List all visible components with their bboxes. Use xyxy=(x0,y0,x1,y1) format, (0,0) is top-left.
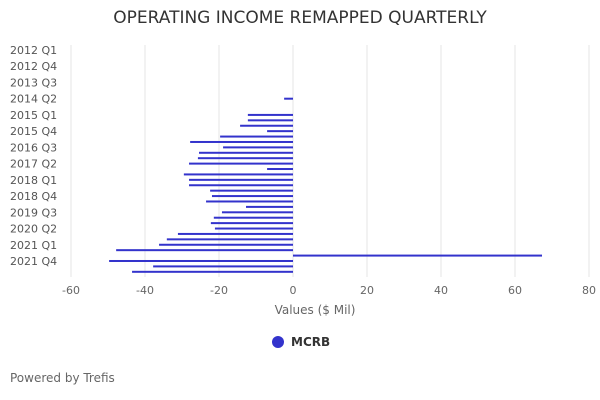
bar xyxy=(132,270,293,273)
x-tick-label: 20 xyxy=(360,284,374,297)
x-tick-label: 60 xyxy=(508,284,522,297)
bar xyxy=(214,227,293,230)
bar xyxy=(197,157,293,160)
y-tick-label: 2015 Q4 xyxy=(10,125,57,138)
bar xyxy=(267,168,293,171)
bar xyxy=(189,162,293,165)
x-tick-label: -60 xyxy=(62,284,80,297)
bar xyxy=(109,259,293,262)
y-tick-label: 2019 Q3 xyxy=(10,206,57,219)
bar xyxy=(221,211,293,214)
powered-by-credit: Powered by Trefis xyxy=(10,371,115,385)
y-tick-label: 2018 Q1 xyxy=(10,174,57,187)
y-tick-label: 2021 Q4 xyxy=(10,255,57,268)
bar xyxy=(166,238,293,241)
bar xyxy=(267,130,293,133)
y-tick-label: 2012 Q4 xyxy=(10,60,57,73)
bar xyxy=(206,200,293,203)
bar xyxy=(293,254,543,257)
x-tick-label: 40 xyxy=(434,284,448,297)
y-tick-label: 2014 Q2 xyxy=(10,93,57,106)
bar xyxy=(153,265,293,268)
bar xyxy=(240,124,293,127)
bar xyxy=(177,232,293,235)
x-tick-label: -20 xyxy=(210,284,228,297)
y-tick-label: 2012 Q1 xyxy=(10,44,57,57)
bar xyxy=(183,173,293,176)
y-tick-label: 2015 Q1 xyxy=(10,109,57,122)
legend-label: MCRB xyxy=(291,335,331,349)
x-tick-label: 80 xyxy=(582,284,596,297)
bar xyxy=(223,146,293,149)
y-tick-label: 2021 Q1 xyxy=(10,239,57,252)
y-tick-label: 2017 Q2 xyxy=(10,158,57,171)
bar xyxy=(190,140,293,143)
bar xyxy=(199,151,293,154)
bar xyxy=(220,135,293,138)
x-axis-title: Values ($ Mil) xyxy=(275,303,356,317)
bar xyxy=(247,119,293,122)
bar xyxy=(159,243,293,246)
bar xyxy=(284,97,293,100)
bar xyxy=(116,249,293,252)
y-tick-label: 2020 Q2 xyxy=(10,223,57,236)
bar xyxy=(211,195,293,198)
bar xyxy=(246,205,293,208)
y-tick-label: 2016 Q3 xyxy=(10,141,57,154)
bar xyxy=(210,189,293,192)
y-tick-label: 2018 Q4 xyxy=(10,190,57,203)
x-tick-label: -40 xyxy=(136,284,154,297)
bar xyxy=(189,178,293,181)
y-tick-label: 2013 Q3 xyxy=(10,76,57,89)
bar xyxy=(247,113,293,116)
bar xyxy=(213,216,293,219)
bar xyxy=(210,222,293,225)
x-tick-label: 0 xyxy=(290,284,297,297)
chart-title: OPERATING INCOME REMAPPED QUARTERLY xyxy=(113,8,487,28)
bar xyxy=(189,184,293,187)
legend[interactable]: MCRB xyxy=(272,335,330,349)
legend-marker-icon xyxy=(272,336,284,348)
